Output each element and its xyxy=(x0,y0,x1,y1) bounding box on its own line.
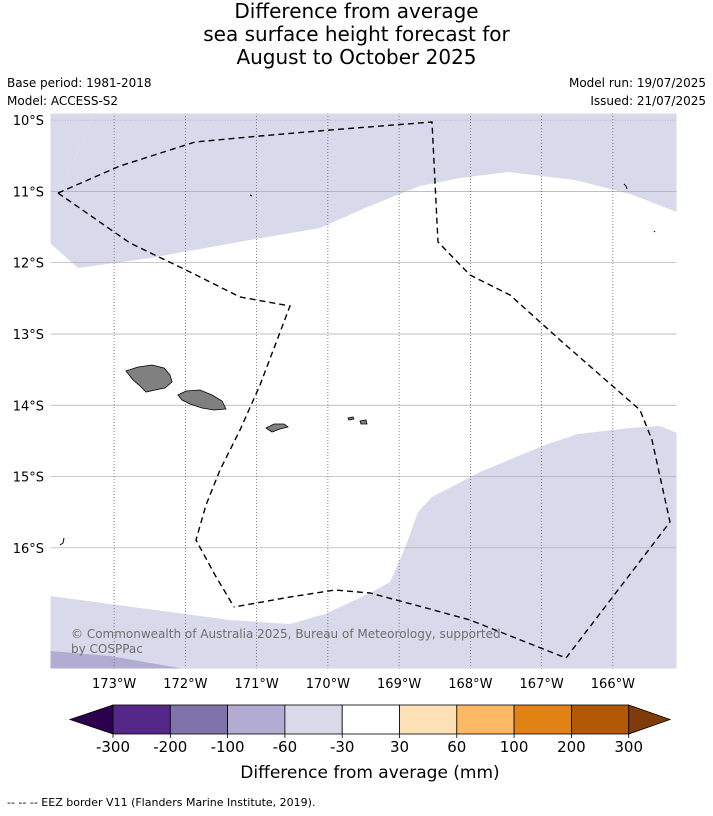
colorbar-segment xyxy=(227,704,286,735)
colorbar-segment xyxy=(513,704,572,735)
longitude-label: 169°W xyxy=(377,677,421,692)
colorbar: -300 -200 -100 -60 -30 30 60 100 200 300 xyxy=(68,704,672,756)
island-upolu xyxy=(177,389,227,411)
latitude-label: 11°S xyxy=(13,185,44,200)
island-atafu-east xyxy=(623,183,628,190)
island-swains xyxy=(249,194,253,197)
colorbar-segment xyxy=(341,704,400,735)
model-run: Model run: 19/07/2025 xyxy=(568,76,706,90)
colorbar-max-extend xyxy=(628,704,672,735)
meta-left: Base period: 1981-2018 Model: ACCESS-S2 xyxy=(7,74,152,110)
latitude-labels: 10°S 11°S 12°S 13°S 14°S 15°S 16°S xyxy=(13,114,44,557)
island-small-east xyxy=(653,230,656,233)
latitude-label: 13°S xyxy=(13,328,44,343)
latitude-label: 10°S xyxy=(13,114,44,129)
colorbar-tick-label: 100 xyxy=(500,738,529,756)
latitude-label: 12°S xyxy=(13,257,44,272)
title-line-1: Difference from average xyxy=(234,0,479,23)
map-title: Difference from average sea surface heig… xyxy=(0,0,713,69)
island-savaii xyxy=(125,364,173,393)
title-line-3: August to October 2025 xyxy=(236,45,477,69)
copyright-line-1: © Commonwealth of Australia 2025, Bureau… xyxy=(71,627,501,641)
longitude-label: 171°W xyxy=(235,677,279,692)
map-gridlines xyxy=(50,113,677,669)
eez-border-tokelau-south xyxy=(57,121,671,659)
longitude-labels: 173°W 172°W 171°W 170°W 169°W 168°W 167°W 166°W xyxy=(92,677,635,692)
colorbar-label: Difference from average (mm) xyxy=(240,763,499,783)
island-tau xyxy=(359,419,368,425)
copyright-line-2: by COSPPac xyxy=(71,642,143,656)
anomaly-region-southeast xyxy=(50,426,677,669)
colorbar-tick-label: -300 xyxy=(96,738,130,756)
colorbar-tick-label: 30 xyxy=(390,738,409,756)
colorbar-segment xyxy=(112,704,171,735)
longitude-label: 170°W xyxy=(306,677,350,692)
colorbar-segment xyxy=(169,704,229,735)
base-period: Base period: 1981-2018 xyxy=(7,76,152,90)
colorbar-tick-label: 200 xyxy=(557,738,586,756)
eez-footnote: -- -- -- EEZ border V11 (Flanders Marine… xyxy=(7,796,316,809)
issued-date: Issued: 21/07/2025 xyxy=(590,94,706,108)
anomaly-region-north-main xyxy=(50,113,677,268)
anomaly-region-southwest-strong xyxy=(50,651,185,669)
latitude-label: 14°S xyxy=(13,399,44,414)
colorbar-tick-label: -30 xyxy=(330,738,355,756)
island-ofu xyxy=(347,416,355,421)
longitude-label: 168°W xyxy=(448,677,492,692)
colorbar-segment xyxy=(571,704,630,735)
colorbar-tick-label: 60 xyxy=(447,738,466,756)
longitude-label: 166°W xyxy=(591,677,635,692)
colorbar-tick-label: -60 xyxy=(273,738,298,756)
longitude-label: 167°W xyxy=(520,677,564,692)
island-tutuila xyxy=(265,423,289,433)
colorbar-tick-label: -200 xyxy=(153,738,187,756)
eez-border-samoa xyxy=(57,192,291,608)
colorbar-tick-label: -100 xyxy=(211,738,245,756)
meta-right: Model run: 19/07/2025 Issued: 21/07/2025 xyxy=(569,74,706,110)
colorbar-min-extend xyxy=(68,704,114,735)
colorbar-tick-label: 300 xyxy=(614,738,643,756)
longitude-label: 172°W xyxy=(163,677,207,692)
latitude-label: 15°S xyxy=(13,471,44,486)
colorbar-segment xyxy=(284,704,343,735)
latitude-label: 16°S xyxy=(13,542,44,557)
map-frame xyxy=(49,112,678,670)
map-panel: © Commonwealth of Australia 2025, Bureau… xyxy=(49,112,678,670)
anomaly-region-north xyxy=(50,113,94,210)
colorbar-segment xyxy=(456,704,515,735)
island-small-west xyxy=(59,537,65,546)
colorbar-segment xyxy=(399,704,458,735)
longitude-label: 173°W xyxy=(92,677,136,692)
model-name: Model: ACCESS-S2 xyxy=(7,94,119,108)
title-line-2: sea surface height forecast for xyxy=(203,22,510,46)
